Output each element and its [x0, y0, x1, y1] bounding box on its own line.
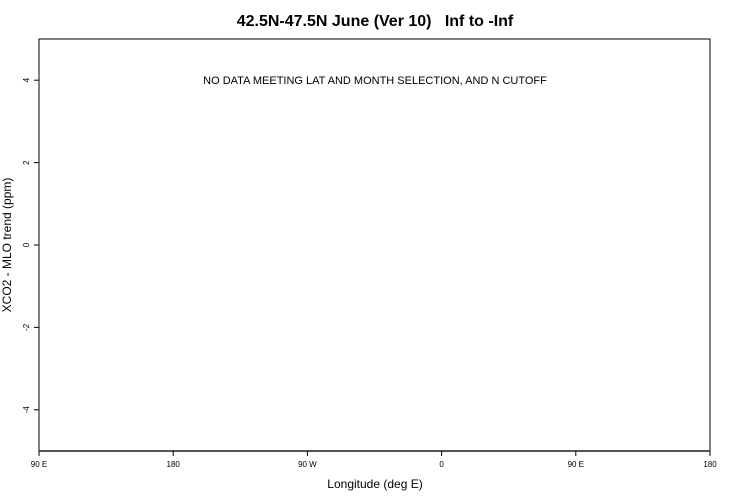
x-tick-label: 90 W — [298, 460, 317, 469]
y-tick-label: -2 — [22, 323, 31, 331]
no-data-annotation: NO DATA MEETING LAT AND MONTH SELECTION,… — [203, 75, 547, 87]
x-tick-label: 90 E — [568, 460, 584, 469]
y-tick-label: 4 — [22, 77, 31, 82]
x-tick-label: 0 — [439, 460, 444, 469]
x-tick-label: 180 — [167, 460, 181, 469]
y-tick-label: 0 — [22, 242, 31, 247]
y-tick-label: 2 — [22, 160, 31, 165]
chart-title: 42.5N-47.5N June (Ver 10) Inf to -Inf — [237, 13, 514, 30]
plot-frame — [38, 38, 711, 452]
y-axis-label: XCO2 - MLO trend (ppm) — [0, 178, 14, 313]
x-tick-label: 180 — [703, 460, 717, 469]
x-tick-label: 90 E — [31, 460, 47, 469]
x-axis-label: Longitude (deg E) — [327, 477, 422, 491]
y-tick-label: -4 — [22, 406, 31, 414]
